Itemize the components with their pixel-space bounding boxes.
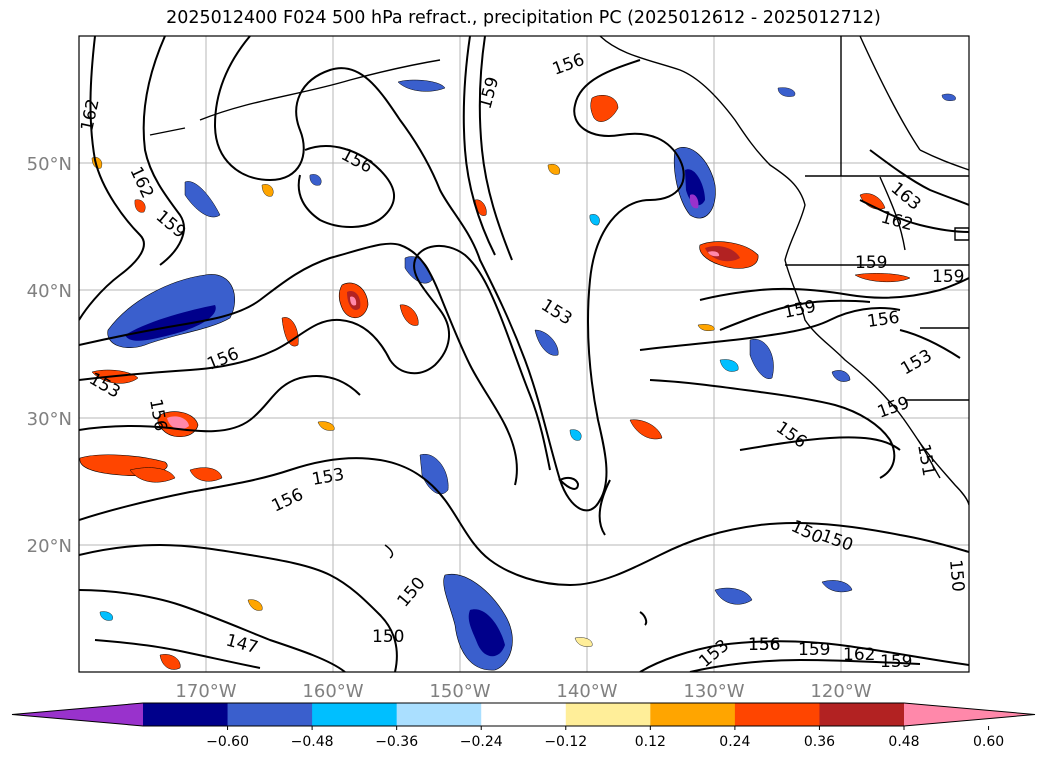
- colorbar-tick-label: 0.36: [804, 734, 835, 750]
- precip-region: [189, 467, 223, 482]
- precip-region: [99, 611, 113, 621]
- precip-region: [317, 421, 335, 431]
- colorbar-segment: [734, 703, 820, 726]
- precip-region: [689, 194, 699, 209]
- precip-region: [941, 93, 956, 101]
- precip-region: [468, 609, 505, 657]
- contour-label: 159: [855, 253, 887, 273]
- precip-region: [534, 329, 559, 356]
- colorbar-tick-label: −0.48: [291, 734, 334, 750]
- contour-label: 159: [880, 652, 912, 672]
- colorbar-tick-label: −0.24: [460, 734, 503, 750]
- lon-label-130w: 130°W: [683, 681, 744, 702]
- contour-label: 156: [866, 308, 901, 332]
- colorbar-segment: [481, 703, 567, 726]
- lat-label-20n: 20°N: [27, 536, 72, 557]
- precip-region: [309, 174, 322, 186]
- lat-label-50n: 50°N: [27, 154, 72, 175]
- precip-region: [705, 246, 740, 262]
- colorbar-tick-label: −0.12: [544, 734, 587, 750]
- precip-region: [708, 251, 720, 257]
- refractivity-contours: [79, 36, 969, 672]
- precip-region: [399, 304, 419, 326]
- precip-region: [125, 305, 216, 341]
- precip-region: [854, 273, 911, 283]
- colorbar-tick-label: 0.60: [973, 734, 1004, 750]
- precip-region: [719, 359, 739, 372]
- colorbar-segment: [819, 703, 905, 726]
- precip-region: [350, 296, 357, 306]
- precip-region: [419, 454, 449, 495]
- contour-label: 150: [945, 559, 968, 593]
- precip-region: [261, 184, 274, 197]
- lon-label-140w: 140°W: [556, 681, 617, 702]
- latitude-labels: 50°N 40°N 30°N 20°N: [27, 154, 72, 557]
- lat-label-30n: 30°N: [27, 409, 72, 430]
- contour-label: 156: [748, 635, 780, 655]
- colorbar-tick-label: −0.60: [206, 734, 249, 750]
- coastlines: [149, 36, 969, 559]
- lon-label-150w: 150°W: [429, 681, 490, 702]
- precip-region: [777, 87, 796, 97]
- colorbar-segment: [565, 703, 651, 726]
- colorbar-segment: [312, 703, 398, 726]
- lon-label-170w: 170°W: [175, 681, 236, 702]
- precip-region: [590, 95, 619, 122]
- colorbar-segment: [143, 703, 229, 726]
- precip-region: [831, 370, 851, 382]
- colorbar-tick-label: −0.36: [375, 734, 418, 750]
- colorbar: −0.60 −0.48 −0.36 −0.24 −0.12 0.12 0.24 0.36 0.4…: [11, 702, 1036, 750]
- plot-frame: [78, 35, 970, 673]
- lon-label-160w: 160°W: [302, 681, 363, 702]
- precip-region: [697, 324, 715, 331]
- precip-region: [749, 339, 774, 380]
- contour-label: 162: [843, 645, 875, 665]
- longitude-labels: 170°W 160°W 150°W 140°W 130°W 120°W: [175, 681, 871, 702]
- precip-region: [574, 637, 593, 647]
- colorbar-tick-label: 0.12: [635, 734, 666, 750]
- precip-region: [159, 654, 181, 670]
- colorbar-segment: [227, 703, 313, 726]
- precip-region: [569, 429, 582, 441]
- precip-region: [397, 79, 446, 92]
- colorbar-extend-high: [904, 703, 1035, 726]
- plot-area: [79, 36, 969, 672]
- colorbar-tick-label: 0.48: [888, 734, 919, 750]
- map-title: 2025012400 F024 500 hPa refract., precip…: [166, 8, 881, 28]
- precip-positive-regions: [79, 95, 911, 670]
- colorbar-segment: [396, 703, 482, 726]
- precip-region: [247, 599, 263, 611]
- precip-region: [589, 214, 600, 226]
- precip-region: [129, 467, 176, 483]
- precip-region: [629, 419, 663, 440]
- precip-region: [184, 181, 221, 218]
- colorbar-extend-low: [12, 703, 143, 726]
- precip-negative-regions: [99, 79, 956, 671]
- precip-region: [547, 164, 560, 175]
- lat-label-40n: 40°N: [27, 281, 72, 302]
- contour-label: 150: [372, 627, 404, 647]
- precip-region: [134, 199, 146, 213]
- colorbar-segment: [650, 703, 736, 726]
- lon-label-120w: 120°W: [810, 681, 871, 702]
- contour-label: 159: [932, 267, 964, 287]
- contour-label: 156: [748, 635, 780, 655]
- precip-region: [821, 580, 853, 593]
- contour-label: 159: [798, 640, 830, 660]
- colorbar-outline: [11, 702, 1036, 727]
- precip-region: [167, 416, 189, 430]
- colorbar-tick-label: 0.24: [719, 734, 750, 750]
- precip-region: [714, 587, 753, 605]
